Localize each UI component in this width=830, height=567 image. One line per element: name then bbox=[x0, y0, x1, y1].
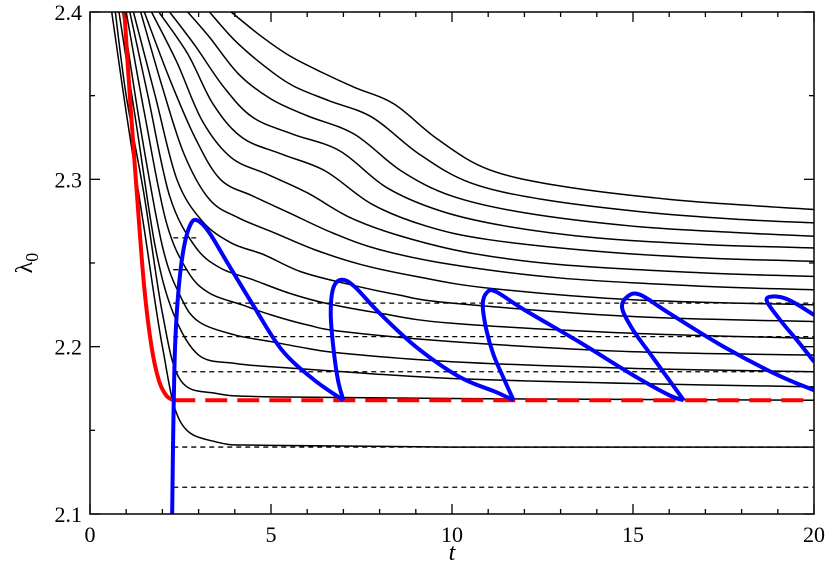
x-tick-label-0: 0 bbox=[85, 522, 96, 547]
y-tick-label-1: 2.2 bbox=[55, 335, 83, 360]
black-curve-14 bbox=[230, 12, 814, 211]
blue-curve-2 bbox=[480, 288, 685, 403]
blue-curve-4 bbox=[764, 294, 814, 363]
x-tick-label-5: 5 bbox=[266, 522, 277, 547]
black-curve-8 bbox=[143, 12, 814, 291]
black-curve-10 bbox=[158, 12, 814, 263]
black-curve-3 bbox=[121, 12, 814, 373]
black-curve-12 bbox=[187, 12, 814, 237]
red-solid-curve bbox=[122, 12, 175, 402]
curves-layer bbox=[110, 12, 814, 514]
y-axis-label-main: λ bbox=[12, 261, 38, 273]
black-curve-7 bbox=[139, 12, 814, 306]
x-tick-label-10: 10 bbox=[441, 522, 463, 547]
blue-curve-1 bbox=[328, 277, 515, 403]
y-axis-label: λ0 bbox=[12, 253, 42, 274]
y-tick-label-3: 2.4 bbox=[55, 0, 83, 25]
black-curve-13 bbox=[208, 12, 814, 224]
svg-text:λ0: λ0 bbox=[12, 253, 42, 274]
black-curve-2 bbox=[118, 12, 814, 388]
black-curve-6 bbox=[132, 12, 814, 323]
blue-curve-3 bbox=[619, 291, 814, 402]
blue-curve-0 bbox=[170, 217, 345, 514]
black-curve-11 bbox=[169, 12, 814, 249]
y-tick-label-2: 2.3 bbox=[55, 167, 83, 192]
black-curve-5 bbox=[129, 12, 814, 340]
x-tick-label-15: 15 bbox=[622, 522, 644, 547]
y-axis-label-sub: 0 bbox=[22, 253, 42, 262]
black-curve-9 bbox=[150, 12, 814, 278]
x-tick-label-20: 20 bbox=[803, 522, 825, 547]
y-tick-label-0: 2.1 bbox=[55, 502, 83, 527]
black-curve-4 bbox=[125, 12, 814, 356]
x-axis-label: t bbox=[449, 540, 457, 566]
ticks-layer: 0 5 10 15 20 2.1 2.2 2.3 2.4 bbox=[55, 0, 826, 547]
